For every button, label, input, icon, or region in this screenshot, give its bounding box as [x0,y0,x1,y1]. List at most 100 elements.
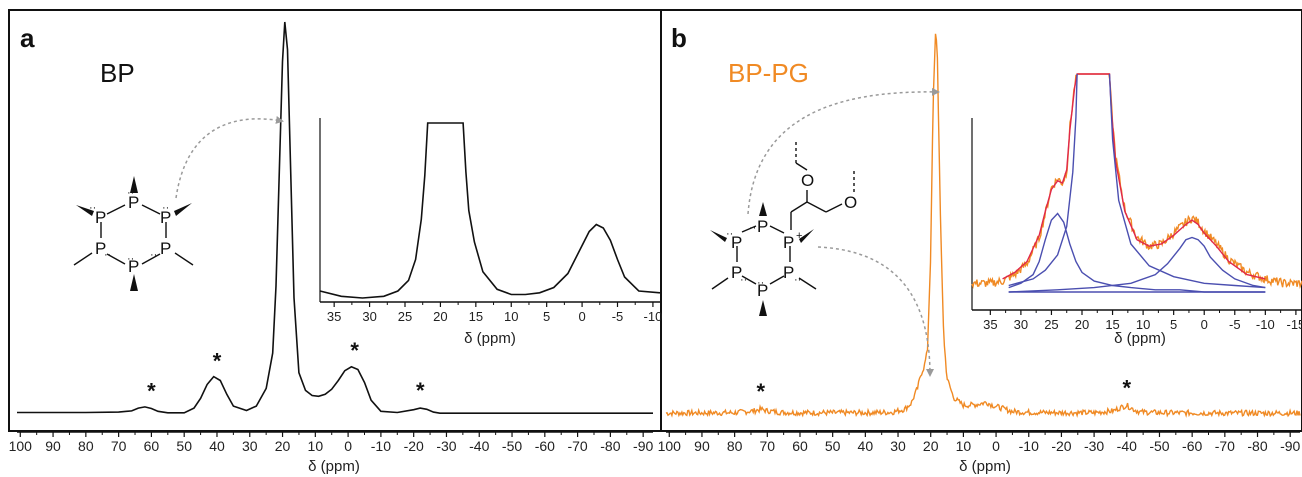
lone-pair: ·· [104,249,111,261]
panel-a-inset-x-axis: 35 30 25 20 15 10 5 0 -5 -10 [320,301,663,324]
x-tick-label: -80 [600,438,620,454]
x-tick-label: -5 [612,309,624,324]
panel-a-sample-label: BP [100,58,135,88]
panel-a-inset-spectrum [319,122,661,299]
x-tick-label: -60 [535,438,555,454]
x-tick-label: 5 [1170,317,1177,332]
spectrum-series-4 [1008,73,1078,287]
bond [106,253,126,265]
x-tick-label: 10 [308,438,324,454]
panel-a-x-axis-title: δ (ppm) [308,458,360,475]
glycidyl-chain [795,162,808,171]
x-tick-label: 50 [176,438,192,454]
phosphorus-atom: P [128,193,139,212]
x-tick-label: -10 [1019,438,1039,454]
x-tick-label: 25 [398,309,412,324]
x-tick-label: -40 [469,438,489,454]
lone-pair: ·· [162,202,169,214]
phosphorus-atom: P [757,281,768,300]
panel-b-spinning-sideband-markers: * * [756,375,1131,404]
phosphorus-atom: P [783,263,794,282]
wedge-bond [130,176,138,193]
x-tick-label: 10 [956,438,972,454]
x-tick-label: -50 [502,438,522,454]
x-tick-label: 0 [344,438,352,454]
x-tick-label: -80 [1247,438,1267,454]
x-tick-label: -60 [1182,438,1202,454]
x-tick-label: -90 [633,438,653,454]
panel-b-frame [660,9,1302,432]
phosphorus-atom: P [731,263,742,282]
x-tick-label: 80 [78,438,94,454]
sideband-asterisk: * [416,378,425,403]
panel-b-molecule-structure: O O P P P + P P P ·· ·· ·· ·· ·· [710,140,857,316]
x-tick-label: -10 [644,309,663,324]
x-tick-label: 90 [45,438,61,454]
x-tick-label: -20 [1051,438,1071,454]
panel-b-inset: 35 30 25 20 15 10 5 0 -5 -10 -15 δ (ppm) [971,73,1302,347]
bond [798,277,817,290]
x-tick-label: 0 [578,309,585,324]
x-tick-label: 70 [760,438,776,454]
x-tick-label: 50 [825,438,841,454]
x-tick-label: 20 [1075,317,1089,332]
x-tick-label: 30 [890,438,906,454]
lone-pair: ·· [89,202,96,214]
panel-a-letter: a [20,23,35,53]
lone-pair: ·· [726,228,733,240]
x-tick-label: -70 [567,438,587,454]
bond [141,253,161,265]
x-tick-label: 35 [327,309,341,324]
sideband-asterisk: * [1123,375,1132,400]
x-tick-label: 20 [923,438,939,454]
phosphorus-atom: P [160,239,171,258]
panel-a-assignment-arrow [175,116,284,199]
lone-pair: ·· [127,187,134,199]
lone-pair: ·· [794,274,801,286]
panel-b-inset-fit [971,73,1302,293]
lone-pair: ·· [127,253,134,265]
x-tick-label: 20 [433,309,447,324]
x-tick-label: 40 [209,438,225,454]
x-tick-label: -20 [404,438,424,454]
panel-b-letter: b [671,23,687,53]
spectrum-series-3 [1008,236,1266,293]
spectrum-series-0 [17,21,653,414]
lone-pair: ·· [150,249,157,261]
panel-b-x-axis: 100 90 80 70 60 50 40 30 20 10 0 -10 -20 -30 -40 -50 -60… [658,431,1301,454]
phosphorus-atom: P [95,239,106,258]
panel-b-x-axis-title: δ (ppm) [959,458,1011,475]
panel-a-spectrum [17,21,653,414]
x-tick-label: 60 [144,438,160,454]
x-tick-label: -30 [436,438,456,454]
x-tick-label: -70 [1215,438,1235,454]
bond [769,225,785,234]
bond [73,252,93,266]
phosphorus-atom: P [757,217,768,236]
wedge-bond [710,230,727,242]
oxygen-atom: O [844,193,857,212]
sideband-asterisk: * [213,349,222,374]
wedge-bond [76,205,94,216]
panel-b-assignment-arrow-top [747,87,940,215]
panel-b-spectrum [665,33,1301,418]
spectrum-series-1 [1002,73,1266,280]
spectrum-series-0 [665,33,1301,418]
lone-pair: ·· [757,277,764,289]
bond [711,277,729,290]
panel-a-inset: 35 30 25 20 15 10 5 0 -5 -10 δ (ppm) [319,118,663,347]
x-tick-label: -40 [1117,438,1137,454]
glycidyl-chain [790,201,808,213]
x-tick-label: 90 [694,438,710,454]
phosphorus-atom: P [128,257,139,276]
x-tick-label: -10 [371,438,391,454]
x-tick-label: -30 [1084,438,1104,454]
panel-a-spinning-sideband-markers: * * * * [147,338,425,403]
x-tick-label: -5 [1229,317,1241,332]
panel-a-inset-x-axis-title: δ (ppm) [464,330,516,347]
glycidyl-chain [806,201,827,213]
x-tick-label: 5 [543,309,550,324]
x-tick-label: -15 [1286,317,1302,332]
x-tick-label: 0 [992,438,1000,454]
wedge-bond [759,300,767,316]
